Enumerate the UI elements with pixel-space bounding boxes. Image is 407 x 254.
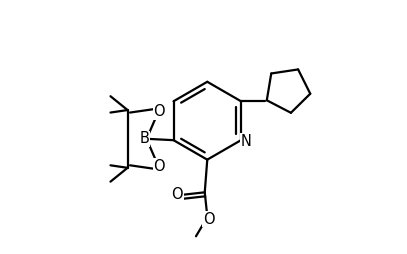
Text: O: O [171,187,183,202]
Text: O: O [153,104,165,119]
Text: N: N [241,134,252,149]
Text: O: O [203,212,214,227]
Text: O: O [153,159,165,174]
Text: B: B [140,131,150,147]
